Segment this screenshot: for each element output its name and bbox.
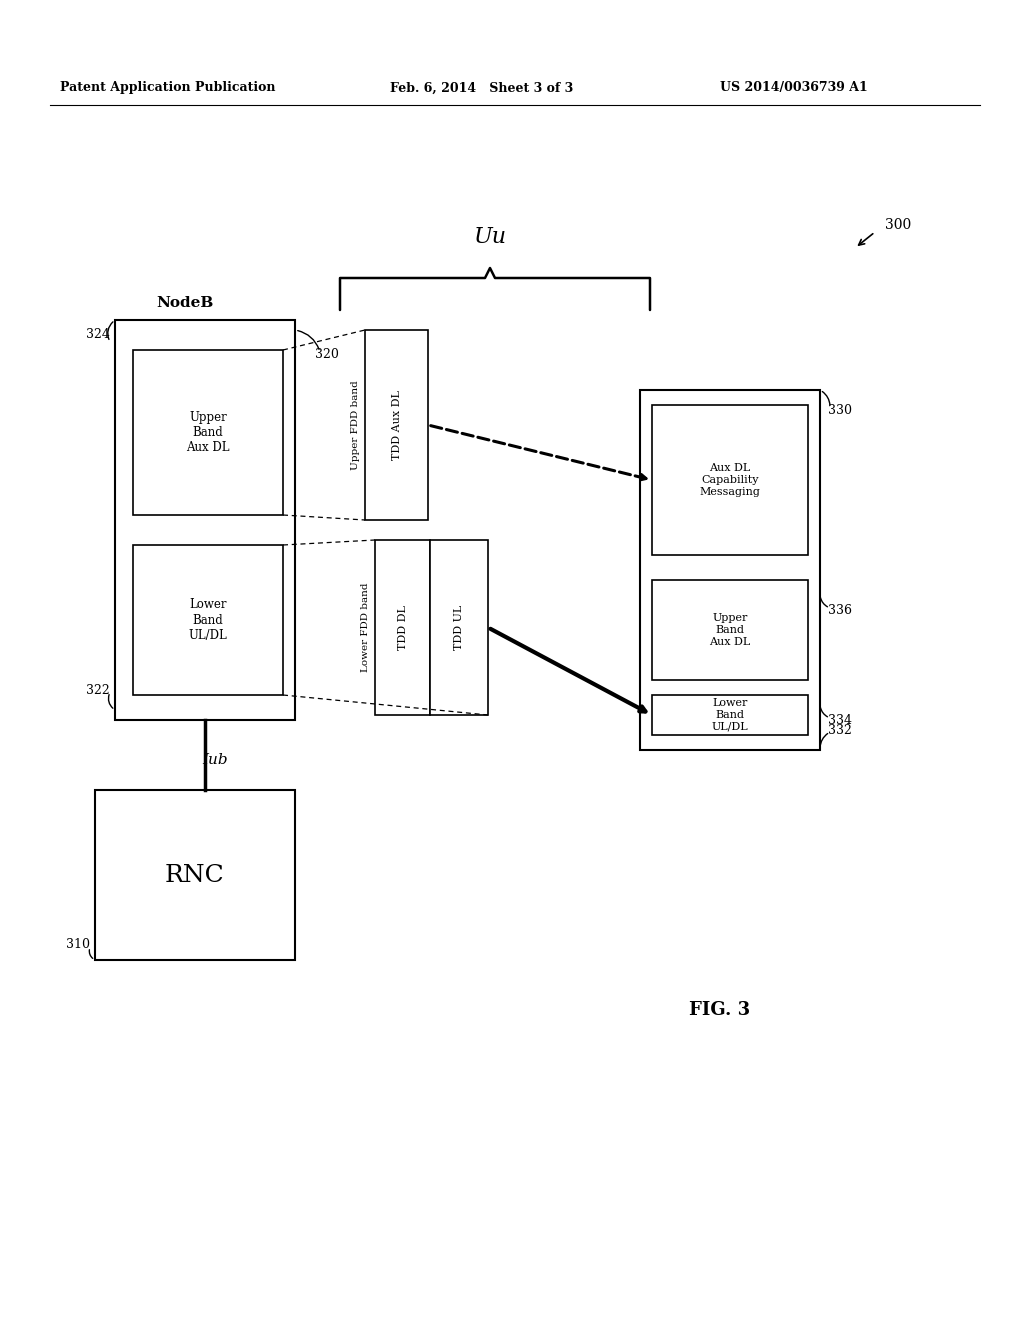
Bar xyxy=(640,389,820,750)
Text: TDD UL: TDD UL xyxy=(454,605,464,651)
Text: Iub: Iub xyxy=(202,752,227,767)
Text: RNC: RNC xyxy=(165,863,225,887)
Bar xyxy=(652,405,808,554)
Text: Upper
Band
Aux DL: Upper Band Aux DL xyxy=(186,411,229,454)
Text: 320: 320 xyxy=(315,348,339,362)
Bar xyxy=(133,350,283,515)
Bar xyxy=(652,696,808,735)
Text: 332: 332 xyxy=(828,723,852,737)
Bar xyxy=(133,545,283,696)
Text: TDD Aux DL: TDD Aux DL xyxy=(391,391,401,459)
Text: 300: 300 xyxy=(885,218,911,232)
Text: Upper
Band
Aux DL: Upper Band Aux DL xyxy=(710,614,751,647)
Text: Feb. 6, 2014   Sheet 3 of 3: Feb. 6, 2014 Sheet 3 of 3 xyxy=(390,82,573,95)
Bar xyxy=(95,789,295,960)
Text: Lower
Band
UL/DL: Lower Band UL/DL xyxy=(712,698,749,731)
Text: Upper FDD band: Upper FDD band xyxy=(351,380,360,470)
Bar xyxy=(652,579,808,680)
Text: Lower FDD band: Lower FDD band xyxy=(361,582,370,672)
Text: US 2014/0036739 A1: US 2014/0036739 A1 xyxy=(720,82,867,95)
Text: FIG. 3: FIG. 3 xyxy=(689,1001,751,1019)
Text: NodeB: NodeB xyxy=(157,296,214,310)
Text: 310: 310 xyxy=(66,939,90,952)
Text: 336: 336 xyxy=(828,603,852,616)
Text: TDD DL: TDD DL xyxy=(397,605,408,649)
Bar xyxy=(115,319,295,719)
Text: Lower
Band
UL/DL: Lower Band UL/DL xyxy=(188,598,227,642)
Text: 330: 330 xyxy=(828,404,852,417)
Text: Patent Application Publication: Patent Application Publication xyxy=(60,82,275,95)
Text: 322: 322 xyxy=(86,684,110,697)
Bar xyxy=(430,540,488,715)
Text: Aux DL
Capability
Messaging: Aux DL Capability Messaging xyxy=(699,463,761,496)
Bar xyxy=(365,330,428,520)
Bar xyxy=(375,540,430,715)
Text: 324: 324 xyxy=(86,329,110,342)
Text: 334: 334 xyxy=(828,714,852,726)
Text: Uu: Uu xyxy=(473,226,507,248)
